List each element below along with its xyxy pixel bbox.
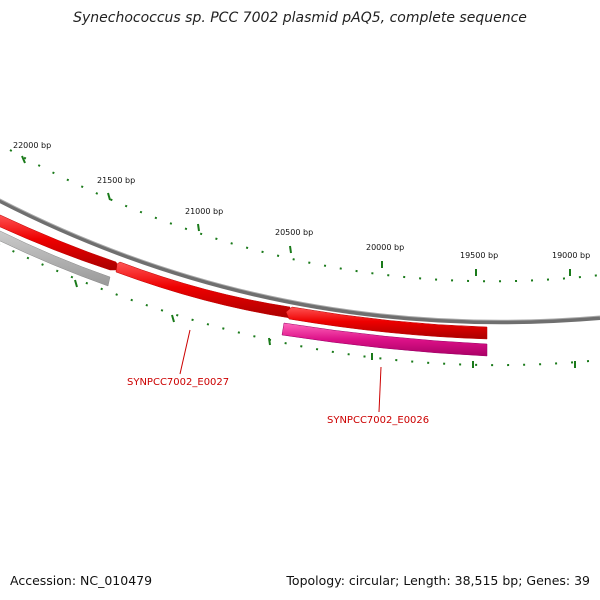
tick-mark — [268, 337, 271, 346]
tick-mark — [21, 155, 26, 164]
tick-mark — [197, 223, 200, 232]
tick-label: 21500 bp — [97, 176, 135, 185]
gene-feature-forward[interactable] — [285, 306, 488, 340]
gene-feature-grey[interactable] — [0, 230, 111, 287]
tick-label: 22000 bp — [13, 141, 51, 150]
label-leader-e0026 — [378, 366, 382, 413]
tick-label: 20000 bp — [366, 243, 404, 252]
map-title: Synechococcus sp. PCC 7002 plasmid pAQ5,… — [73, 10, 527, 26]
tick-label: 20500 bp — [275, 228, 313, 237]
tick-mark — [107, 192, 111, 201]
plasmid-backbone — [0, 198, 600, 325]
forward-strand-features[interactable] — [0, 214, 488, 340]
tick-mark — [74, 279, 78, 288]
accession-text: Accession: NC_010479 — [10, 573, 153, 588]
summary-text: Topology: circular; Length: 38,515 bp; G… — [286, 573, 590, 588]
gene-label-e0027[interactable]: SYNPCC7002_E0027 — [127, 377, 229, 388]
tick-label: 19500 bp — [460, 251, 498, 260]
tick-label: 21000 bp — [185, 207, 223, 216]
outer-tick-ring — [9, 149, 600, 283]
gene-feature-forward[interactable] — [115, 261, 291, 319]
tick-label: 19000 bp — [552, 251, 590, 260]
gene-label-e0026[interactable]: SYNPCC7002_E0026 — [327, 415, 429, 426]
gene-feature-e0026[interactable] — [281, 322, 488, 357]
inner-tick-ring — [0, 243, 600, 368]
tick-mark — [289, 245, 292, 254]
label-leader-e0027 — [179, 329, 191, 375]
tick-mark — [171, 314, 175, 323]
